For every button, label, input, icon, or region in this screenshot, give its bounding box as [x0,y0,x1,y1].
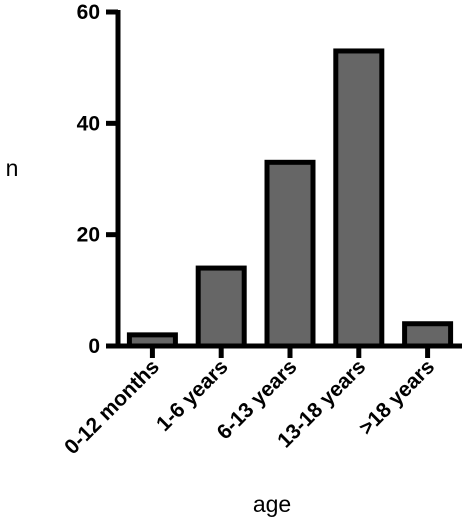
bars-layer [126,48,454,349]
bar-2 [264,159,316,349]
y-axis-title: n [6,155,19,181]
y-ticks-layer: 0 20 40 60 [77,1,118,358]
y-tick-label-3: 60 [77,1,100,24]
y-tick-label-1: 20 [77,224,100,247]
bar-4 [402,321,454,349]
x-tick-label-4: >18 years [355,355,439,439]
y-tick-label-2: 40 [77,112,100,135]
x-axis-title: age [253,491,291,517]
x-tick-label-0: 0-12 months [60,355,164,459]
bar-3 [333,48,385,349]
bar-1 [195,265,247,349]
y-tick-label-0: 0 [88,335,100,358]
